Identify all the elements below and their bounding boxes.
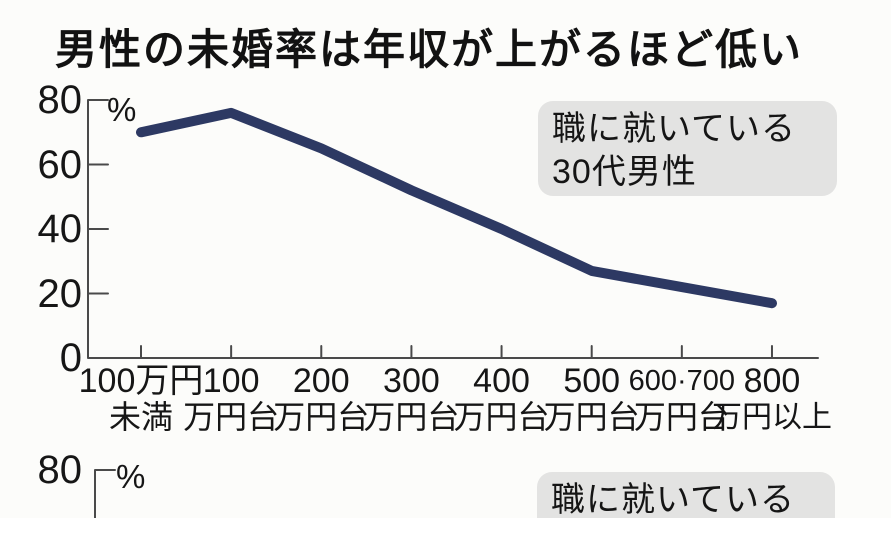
x-tick-label-top: 400 <box>473 362 530 400</box>
article-chart-panel: 男性の未婚率は年収が上がるほど低い % 80 60 40 20 0 100万円 100 200… <box>12 26 837 518</box>
y-tick-label: 60 <box>37 142 83 187</box>
chart2-y-tick-label: 60 <box>12 513 83 518</box>
chart2-axes <box>94 469 116 518</box>
x-tick-label-bottom: 万円台 <box>633 399 730 435</box>
x-tick-label-top: 200 <box>292 362 350 400</box>
x-tick-label-top: 800 <box>743 362 801 400</box>
x-tick-label-top: 500 <box>563 362 621 400</box>
x-tick-label-bottom: 万円台 <box>183 399 280 435</box>
x-tick-label-bottom: 未満 <box>108 399 173 435</box>
x-tick-label-top: 100万円 <box>78 362 204 400</box>
x-tick-label-top: 100 <box>202 362 260 400</box>
y-axis-unit-label-chart2: % <box>116 458 146 495</box>
annotation-box-employed-30s-men: 職に就いている 30代男性 <box>538 101 837 196</box>
chart-title: 男性の未婚率は年収が上がるほど低い <box>55 26 804 73</box>
unmarried-rate-line <box>136 107 777 309</box>
x-tick-label-bottom: 万円台 <box>543 399 640 435</box>
x-tick-label-bottom: 万円以上 <box>711 401 832 434</box>
annotation-line: 30代男性 <box>552 153 697 191</box>
annotation-box-employed: 職に就いている <box>537 472 835 518</box>
x-tick-label-bottom: 万円台 <box>273 399 370 435</box>
chart2-y-tick-label: 80 <box>37 448 83 492</box>
y-tick-label: 80 <box>37 78 83 122</box>
x-tick-label-top: 600·700 <box>628 365 736 397</box>
annotation-line: 職に就いている <box>552 110 796 148</box>
line-chart-canvas <box>87 99 819 518</box>
y-tick-label: 0 <box>59 336 82 380</box>
annotation-line: 職に就いている <box>551 481 795 518</box>
x-tick-label-top: 300 <box>383 362 440 400</box>
y-tick-label: 20 <box>37 271 83 316</box>
x-tick-label-bottom: 万円台 <box>453 399 550 435</box>
x-tick-label-bottom: 万円台 <box>363 399 460 435</box>
bottom-sheet-edge <box>0 518 891 539</box>
chart1-axes <box>87 99 819 359</box>
y-tick-label: 40 <box>37 207 83 251</box>
y-axis-unit-label: % <box>107 91 137 128</box>
